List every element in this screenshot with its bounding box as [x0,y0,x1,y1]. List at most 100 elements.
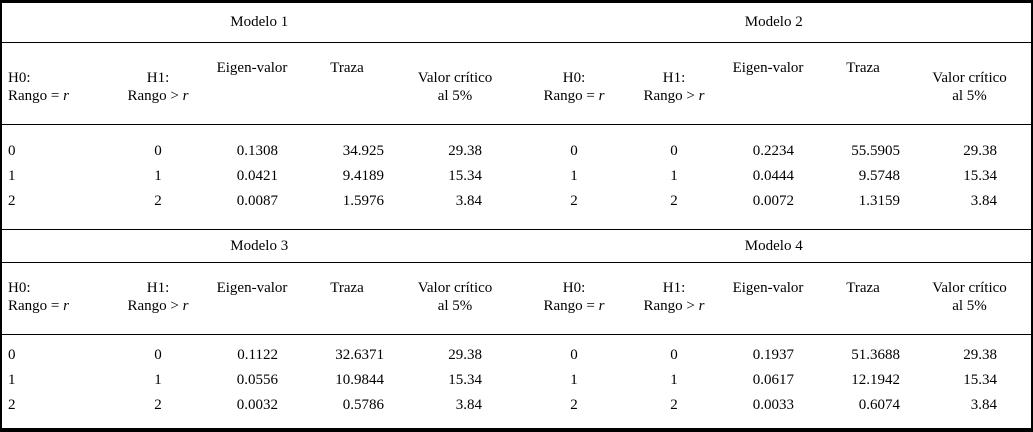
table-cell: 0 [8,143,16,159]
table-cell: 0 [570,347,578,363]
header-trace: Traza [846,280,880,296]
rank-variable: r [598,88,605,104]
table-cell: 0.6074 [858,397,900,413]
table-cell: 29.38 [963,347,997,363]
header-trace: Traza [330,280,364,296]
header-trace: Traza [846,60,880,76]
table-cell: 2 [570,193,578,209]
panel-2-header-row: H0: Rango = r H1: Rango > r Eigen-valor … [2,263,1031,335]
table-cell: 0 [570,143,578,159]
table-cell: 55.5905 [851,143,900,159]
table-cell: 0.0033 [752,397,794,413]
table-cell: 9.4189 [342,168,384,184]
header-h1: H1: Rango > r [114,263,202,334]
table-cell: 15.34 [448,168,482,184]
panel-1-data-rows: 0 0 0.1308 34.925 29.38 0 0 0.2234 55.5905 29.38 1… [2,125,1031,230]
header-critical-value: Valor crítico al 5% [417,70,493,104]
header-eigenvalue: Eigen-valor [732,60,804,76]
table-cell: 15.34 [963,372,997,388]
panel-1-titles: Modelo 1 Modelo 2 [2,3,1031,43]
table-cell: 0.1308 [236,143,278,159]
table-cell: 2 [8,397,16,413]
table-cell: 0.0617 [752,372,794,388]
table-row: 2 2 0.0087 1.5976 3.84 2 2 0.0072 1.3159 3.84 [2,189,1031,214]
table-cell: 3.84 [970,397,997,413]
h0-label: H0: [8,70,31,86]
header-h0: H0: Rango = r [2,43,114,124]
table-cell: 51.3688 [851,347,900,363]
h1-condition: Rango > r [643,88,705,104]
table-cell: 2 [670,397,678,413]
table-cell: 32.6371 [335,347,384,363]
table-cell: 0 [670,143,678,159]
table-row: 0 0 0.1122 32.6371 29.38 0 0 0.1937 51.3688 29.38 [2,343,1031,368]
h0-condition: Rango = r [543,298,605,314]
table-cell: 0.0421 [236,168,278,184]
h1-condition: Rango > r [127,298,189,314]
h0-condition: Rango = r [8,298,69,314]
table-cell: 34.925 [342,143,384,159]
table-cell: 0 [8,347,16,363]
table-cell: 0 [154,143,162,159]
h1-label: H1: [146,280,170,296]
table-cell: 2 [670,193,678,209]
h1-condition: Rango > r [643,298,705,314]
table-cell: 15.34 [963,168,997,184]
table-cell: 1 [570,372,578,388]
table-cell: 1 [8,372,16,388]
panel-2-data-rows: 0 0 0.1122 32.6371 29.38 0 0 0.1937 51.3688 29.38… [2,335,1031,428]
table-cell: 15.34 [448,372,482,388]
table-cell: 3.84 [455,193,482,209]
table-row: 1 1 0.0421 9.4189 15.34 1 1 0.0444 9.5748 15.34 [2,164,1031,189]
h1-label: H1: [662,70,686,86]
table-cell: 0 [670,347,678,363]
table-cell: 2 [154,193,162,209]
rank-variable: r [698,298,705,314]
header-eigenvalue: Eigen-valor [216,280,288,296]
header-trace: Traza [330,60,364,76]
table-cell: 1.3159 [858,193,900,209]
table-cell: 2 [154,397,162,413]
model-title: Modelo 3 [230,237,289,254]
h1-condition: Rango > r [127,88,189,104]
table-cell: 29.38 [448,347,482,363]
table-cell: 1.5976 [342,193,384,209]
header-h1: H1: Rango > r [630,43,718,124]
panel-1-header-row: H0: Rango = r H1: Rango > r Eigen-valor … [2,43,1031,125]
header-eigenvalue: Eigen-valor [216,60,288,76]
header-h0: H0: Rango = r [2,263,114,334]
table-cell: 12.1942 [851,372,900,388]
table-cell: 1 [154,168,162,184]
table-cell: 1 [570,168,578,184]
h0-condition: Rango = r [8,88,69,104]
h1-label: H1: [146,70,170,86]
table-cell: 3.84 [970,193,997,209]
header-critical-value: Valor crítico al 5% [932,280,1007,314]
h1-label: H1: [662,280,686,296]
table-cell: 0.0072 [752,193,794,209]
table-cell: 0.0087 [236,193,278,209]
table-cell: 29.38 [963,143,997,159]
header-h0: H0: Rango = r [518,43,630,124]
table-cell: 0.5786 [342,397,384,413]
rank-variable: r [63,88,69,104]
table-cell: 3.84 [455,397,482,413]
table-cell: 0.0556 [236,372,278,388]
h0-condition: Rango = r [543,88,605,104]
model-title: Modelo 4 [744,237,803,254]
table-cell: 1 [670,372,678,388]
table-cell: 0.0032 [236,397,278,413]
table-cell: 9.5748 [858,168,900,184]
table-cell: 2 [570,397,578,413]
header-critical-value: Valor crítico al 5% [417,280,493,314]
table-cell: 1 [154,372,162,388]
table-cell: 2 [8,193,16,209]
header-h1: H1: Rango > r [114,43,202,124]
rank-variable: r [182,88,189,104]
h0-label: H0: [562,280,586,296]
table-cell: 29.38 [448,143,482,159]
header-h0: H0: Rango = r [518,263,630,334]
table-cell: 0 [154,347,162,363]
table-cell: 0.1122 [237,347,278,363]
